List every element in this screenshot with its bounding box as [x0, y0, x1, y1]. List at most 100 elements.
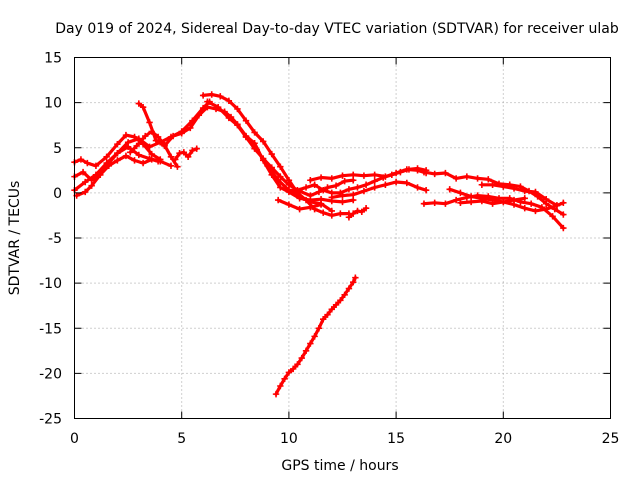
data-point: [354, 207, 361, 215]
data-point: [315, 188, 323, 196]
y-tick-label: 10: [44, 96, 62, 112]
data-point: [277, 184, 284, 191]
data-point: [350, 196, 357, 204]
series-line: [72, 100, 212, 192]
x-tick-label: 10: [280, 431, 298, 447]
data-point: [350, 191, 357, 198]
data-point: [510, 185, 518, 192]
series-arc-11: [274, 196, 325, 213]
x-tick-labels: 0 5 10 15 20 25: [70, 431, 619, 447]
data-point: [242, 117, 250, 124]
data-point: [420, 168, 428, 176]
data-point: [371, 177, 378, 185]
data-point: [315, 325, 323, 332]
data-point: [174, 163, 181, 170]
data-point: [350, 279, 357, 286]
series-arc-18: [420, 192, 567, 232]
y-tick-label: -25: [39, 412, 62, 428]
data-point: [332, 182, 340, 189]
data-point: [277, 163, 284, 170]
data-point: [225, 114, 233, 122]
data-point: [208, 91, 215, 98]
data-point: [560, 199, 567, 207]
data-point: [446, 186, 453, 193]
data-point: [234, 105, 241, 113]
data-point: [189, 147, 196, 154]
chart-title: Day 019 of 2024, Sidereal Day-to-day VTE…: [55, 21, 619, 37]
series-arc-15: [345, 205, 370, 221]
data-point: [285, 181, 293, 188]
data-point: [332, 301, 340, 308]
data-point: [403, 179, 411, 187]
data-point: [285, 369, 293, 376]
data-point: [180, 149, 188, 156]
data-point: [103, 153, 110, 160]
x-axis-label: GPS time / hours: [281, 458, 398, 474]
data-point: [431, 199, 438, 207]
data-point: [204, 98, 211, 105]
data-point: [272, 390, 280, 398]
data-point: [307, 177, 314, 184]
data-point: [105, 162, 113, 169]
data-point: [307, 340, 314, 347]
data-point: [139, 159, 147, 167]
data-point: [560, 211, 567, 218]
data-point: [296, 187, 303, 195]
data-point: [154, 158, 162, 165]
data-point: [457, 189, 464, 197]
data-point: [371, 184, 378, 191]
data-point: [214, 103, 222, 111]
data-point: [345, 285, 353, 292]
data-point: [341, 291, 348, 299]
data-point: [193, 145, 200, 152]
data-point: [350, 171, 357, 179]
data-point: [339, 198, 346, 206]
data-point: [467, 198, 475, 206]
data-point: [339, 192, 346, 199]
data-point: [133, 142, 140, 150]
data-point: [324, 184, 331, 191]
data-point: [478, 181, 486, 188]
y-tick-label: 0: [53, 186, 62, 202]
data-point: [161, 142, 168, 150]
data-point: [422, 186, 430, 194]
data-point: [187, 124, 194, 132]
data-point: [510, 196, 518, 204]
data-point: [298, 354, 305, 362]
data-point: [521, 187, 528, 195]
data-point: [317, 174, 325, 181]
data-point: [414, 184, 421, 191]
data-point: [350, 177, 357, 184]
data-point: [420, 200, 428, 207]
data-point: [328, 306, 335, 313]
y-tick-label: -10: [39, 276, 62, 292]
data-point: [553, 202, 561, 209]
data-point: [452, 175, 460, 182]
data-point: [560, 224, 567, 232]
data-point: [199, 92, 207, 99]
x-tick-label: 15: [387, 431, 405, 447]
data-point: [403, 166, 411, 173]
data-point: [532, 207, 539, 215]
data-point: [485, 176, 492, 183]
series-arc-13: [307, 166, 430, 184]
data-point: [307, 198, 314, 206]
data-point: [84, 159, 91, 167]
data-point: [285, 201, 293, 208]
data-point: [467, 193, 475, 200]
data-point: [360, 187, 368, 195]
data-point: [172, 156, 179, 163]
data-point: [542, 205, 550, 213]
data-point: [317, 201, 325, 208]
series-arc-20: [457, 195, 528, 207]
series-arc-7: [172, 145, 200, 163]
series-arc-21: [478, 181, 561, 209]
series-arc-14: [328, 178, 430, 201]
y-tick-label: 5: [53, 141, 62, 157]
data-point: [142, 132, 149, 140]
data-point: [122, 152, 130, 160]
data-point: [97, 171, 104, 179]
data-point: [294, 361, 301, 368]
data-point: [392, 169, 400, 177]
data-series: [71, 91, 567, 398]
